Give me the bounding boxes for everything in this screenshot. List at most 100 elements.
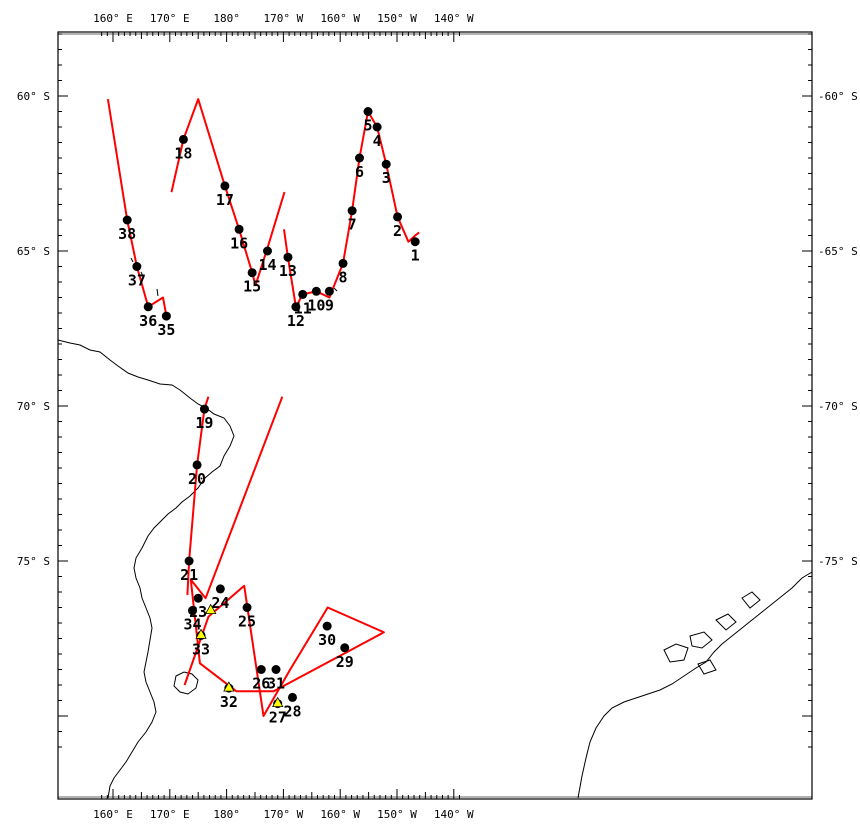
track-line <box>106 98 168 317</box>
lon-label-top: 180° <box>213 12 240 25</box>
lat-label-right: -75° S <box>818 555 858 568</box>
track-line <box>283 110 420 308</box>
station-16-dot <box>234 224 244 234</box>
station-markers <box>122 107 420 709</box>
station-7-label: 7 <box>348 216 357 234</box>
station-28-label: 28 <box>283 702 301 720</box>
frame-ticks <box>58 32 812 799</box>
coastline <box>57 257 813 799</box>
station-14-label: 14 <box>258 256 276 274</box>
station-33-label: 33 <box>192 640 210 658</box>
marie-byrd-land-coast <box>577 571 813 799</box>
station-34-label: 34 <box>183 616 201 634</box>
station-25-label: 25 <box>238 613 256 631</box>
lat-label-left: 65° S <box>17 245 50 258</box>
station-24-dot <box>215 584 225 594</box>
station-1-dot <box>410 237 420 247</box>
station-18-dot <box>178 134 188 144</box>
station-6-label: 6 <box>355 163 364 181</box>
island-5 <box>697 659 717 675</box>
station-26-dot <box>256 665 266 674</box>
lon-label-bottom: 180° <box>213 808 240 821</box>
station-2-dot <box>393 212 403 222</box>
station-31-label: 31 <box>267 675 285 693</box>
axis-labels: 160° E 170° E 180° 170° W 160° W 150° W 140° W… <box>17 12 858 821</box>
station-32-label: 32 <box>220 693 238 711</box>
station-12-label: 12 <box>287 312 305 330</box>
station-18-label: 18 <box>174 144 192 162</box>
station-34-dot <box>188 606 198 616</box>
station-27-label: 27 <box>269 709 287 727</box>
station-37-dot <box>132 262 142 271</box>
lat-label-left: 70° S <box>17 400 50 413</box>
station-15-dot <box>247 268 257 278</box>
lon-label-bottom: 140° W <box>434 808 474 821</box>
station-10-dot <box>311 286 321 296</box>
station-26-label: 26 <box>252 675 270 693</box>
balleny-2 <box>140 271 144 277</box>
station-19-label: 19 <box>195 414 213 432</box>
lon-label-bottom: 160° W <box>320 808 360 821</box>
station-38-label: 38 <box>118 225 136 243</box>
station-37-label: 37 <box>128 272 146 290</box>
island-2 <box>689 631 713 649</box>
station-31-dot <box>271 665 281 674</box>
balleny-3 <box>156 288 159 297</box>
ross-island-coast <box>173 671 199 695</box>
lon-label-bottom: 170° W <box>264 808 304 821</box>
station-13-label: 13 <box>279 262 297 280</box>
lon-label-top: 170° W <box>264 12 304 25</box>
station-20-label: 20 <box>188 470 206 488</box>
station-16-label: 16 <box>230 234 248 252</box>
station-29-label: 29 <box>336 653 354 671</box>
station-21-label: 21 <box>180 566 198 584</box>
lon-label-top: 160° E <box>93 12 133 25</box>
station-14-dot <box>262 246 272 256</box>
lat-label-right: -65° S <box>818 245 858 258</box>
triangle-marker <box>195 628 207 639</box>
station-17-label: 17 <box>216 191 234 209</box>
station-29-dot <box>340 643 350 653</box>
lat-label-left: 60° S <box>17 90 50 103</box>
station-5-label: 5 <box>364 117 373 135</box>
track-line <box>183 396 385 717</box>
station-15-label: 15 <box>243 278 261 296</box>
station-12-dot <box>291 302 301 312</box>
station-13-dot <box>283 252 293 262</box>
station-21-dot <box>184 556 194 566</box>
station-23-dot <box>193 593 203 603</box>
station-24-label: 24 <box>211 594 229 612</box>
lat-label-right: -70° S <box>818 400 858 413</box>
station-2-label: 2 <box>393 222 402 240</box>
triangle-marker <box>272 696 284 707</box>
island-3 <box>715 613 737 631</box>
island-1 <box>663 643 689 663</box>
lon-label-bottom: 170° E <box>150 808 190 821</box>
station-7-dot <box>347 206 357 216</box>
station-17-dot <box>220 181 230 191</box>
station-30-label: 30 <box>318 631 336 649</box>
balleny-1 <box>130 257 134 263</box>
station-11-label: 11 <box>294 299 312 317</box>
station-25-dot <box>242 603 252 612</box>
station-6-dot <box>355 153 365 163</box>
lon-label-top: 170° E <box>150 12 190 25</box>
station-35-dot <box>161 311 171 321</box>
station-28-dot <box>287 692 297 702</box>
station-3-label: 3 <box>382 169 391 187</box>
station-3-dot <box>381 159 391 169</box>
station-23-label: 23 <box>189 603 207 621</box>
station-labels: 1234567891011121314151617181920212324252… <box>118 117 420 727</box>
lon-label-top: 150° W <box>377 12 417 25</box>
station-8-label: 8 <box>339 268 348 286</box>
lon-label-bottom: 160° E <box>93 808 133 821</box>
lon-label-top: 160° W <box>320 12 360 25</box>
lon-label-top: 140° W <box>434 12 474 25</box>
lon-label-bottom: 150° W <box>377 808 417 821</box>
station-36-label: 36 <box>139 312 157 330</box>
station-36-dot <box>143 302 153 312</box>
victoria-land-coast <box>57 339 235 799</box>
station-20-dot <box>192 460 202 470</box>
station-10-label: 10 <box>307 296 325 314</box>
